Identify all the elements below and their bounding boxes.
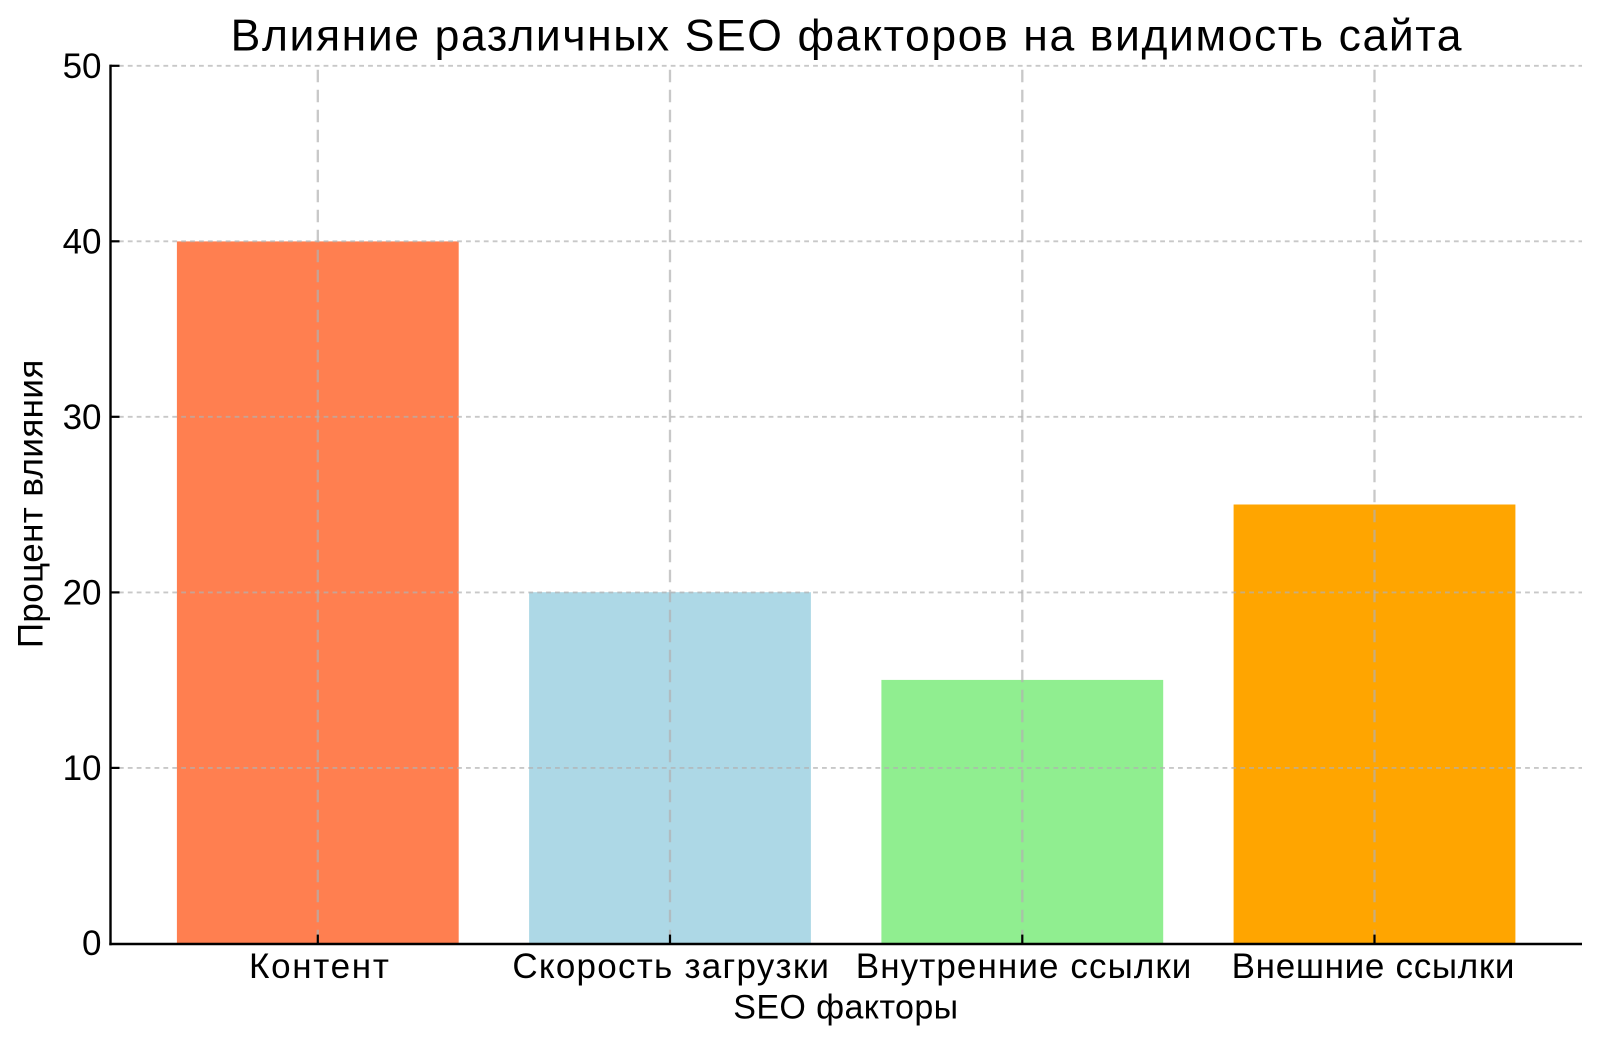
svg-text:Внутренние ссылки: Внутренние ссылки	[856, 947, 1193, 986]
svg-text:50: 50	[63, 47, 102, 86]
svg-text:Скорость загрузки: Скорость загрузки	[512, 947, 830, 986]
svg-text:10: 10	[63, 749, 102, 788]
svg-text:40: 40	[63, 222, 102, 261]
svg-text:Влияние различных SEO факторов: Влияние различных SEO факторов на видимо…	[231, 12, 1463, 61]
svg-text:SEO факторы: SEO факторы	[733, 989, 958, 1027]
svg-text:Контент: Контент	[249, 947, 391, 986]
svg-text:Процент влияния: Процент влияния	[12, 359, 51, 648]
svg-text:0: 0	[82, 924, 101, 963]
svg-text:30: 30	[63, 398, 102, 437]
svg-text:Внешние ссылки: Внешние ссылки	[1232, 947, 1516, 986]
svg-text:20: 20	[63, 573, 102, 612]
